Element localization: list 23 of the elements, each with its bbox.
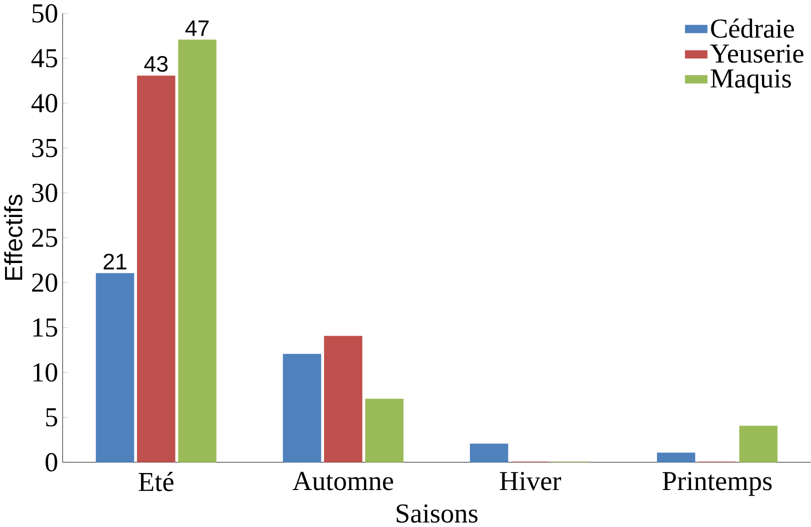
y-tick-label: 25 [32, 228, 58, 248]
y-tick-label: 40 [31, 94, 58, 112]
y-tick-label: 0 [46, 453, 58, 472]
y-tick-label: 15 [33, 318, 58, 337]
legend-label: Cédraie [711, 18, 794, 38]
y-tick-label: 45 [31, 49, 58, 68]
data-label: 47 [185, 20, 209, 36]
x-axis-title: Saisons [396, 504, 478, 523]
x-tick-label: Automne [292, 472, 394, 490]
y-tick-label: 50 [32, 4, 58, 23]
y-tick-label: 10 [33, 363, 58, 382]
y-tick-label: 35 [32, 138, 58, 158]
legend-label: Yeuserie [710, 44, 804, 63]
y-axis-title: Effectifs [4, 194, 22, 280]
y-tick-label: 5 [46, 408, 58, 426]
data-label: 21 [104, 254, 126, 270]
y-tick-label: 30 [32, 184, 58, 202]
x-tick-label: Eté [138, 472, 174, 492]
y-tick-label: 20 [32, 274, 58, 292]
x-tick-label: Printemps [662, 472, 772, 496]
data-label: 43 [144, 56, 168, 72]
x-tick-label: Hiver [500, 472, 562, 490]
legend-label: Maquis [710, 69, 791, 94]
